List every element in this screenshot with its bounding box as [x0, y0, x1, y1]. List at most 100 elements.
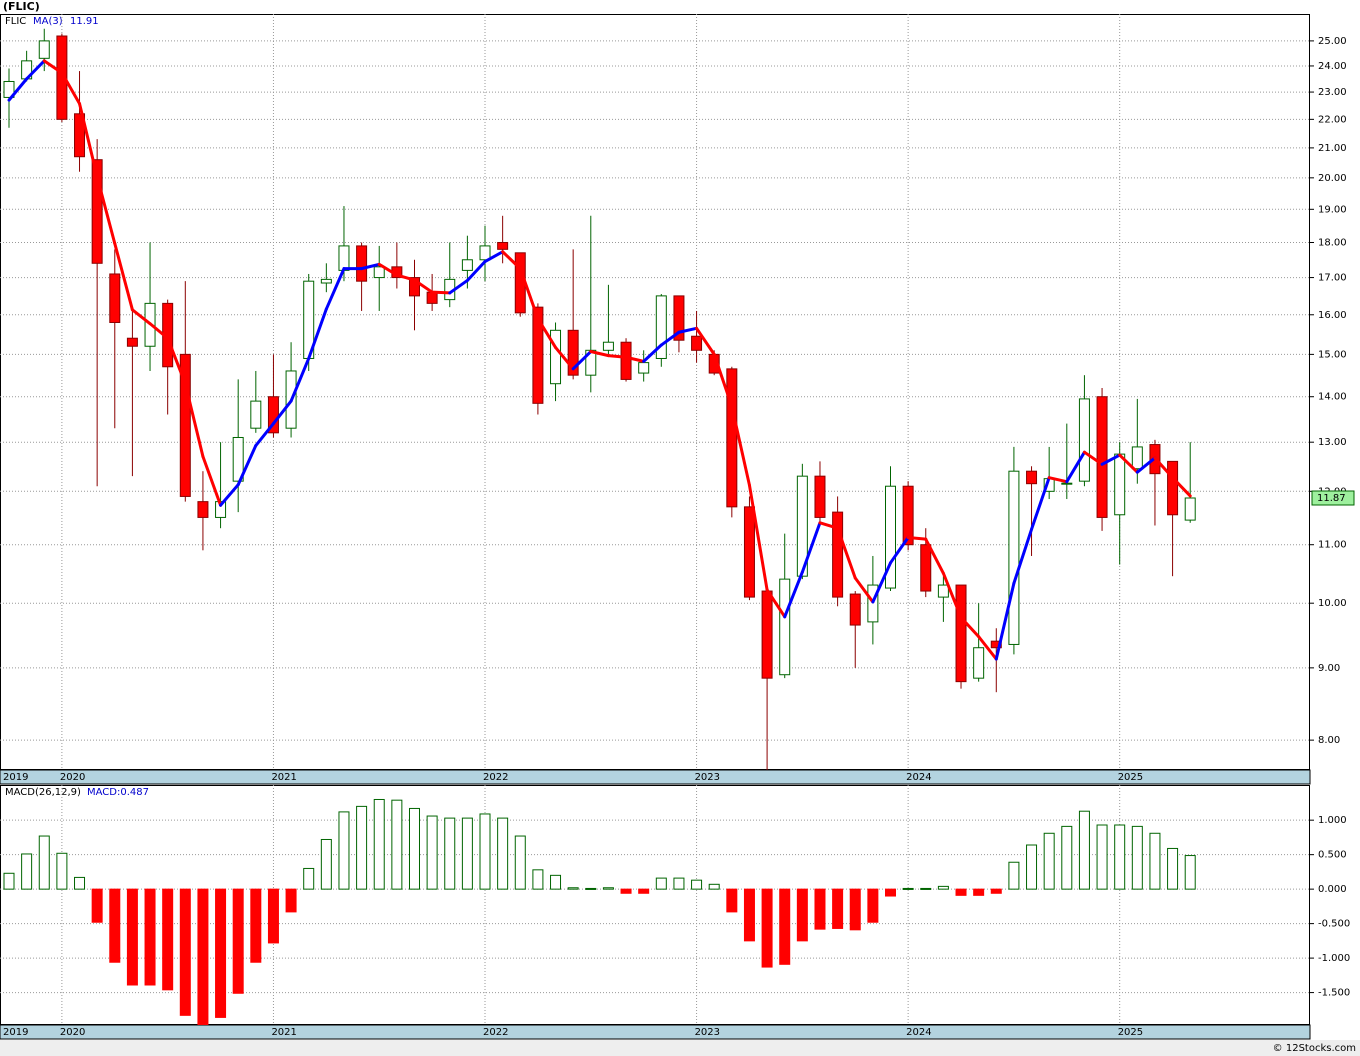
ma-segment [1082, 450, 1104, 466]
x-tick-label: 2019 [3, 772, 28, 783]
macd-bar [444, 817, 456, 890]
x-tick-label: 2019 [3, 1027, 28, 1038]
last-price-label: 11.87 [1317, 493, 1346, 504]
ma-segment [42, 59, 64, 75]
ma-segment [747, 483, 769, 592]
x-tick-label: 2025 [1118, 772, 1143, 783]
candle-body [743, 506, 755, 598]
ma-segment [624, 355, 646, 363]
macd-bar [21, 853, 33, 890]
macd-bar [267, 888, 279, 944]
macd-bar [937, 885, 949, 890]
ma-segment [518, 267, 540, 321]
macd-bar [514, 835, 526, 890]
candle-body [408, 277, 420, 297]
macd-bar [356, 805, 368, 890]
candle-body [1167, 460, 1179, 516]
candle-body [920, 544, 932, 592]
ma-segment [959, 615, 981, 639]
macd-bar [1096, 824, 1108, 890]
y-tick-label: 1.000 [1318, 815, 1347, 826]
ma-segment [783, 570, 804, 619]
ma-segment [977, 635, 998, 661]
ma-segment [606, 354, 628, 359]
macd-bar [1114, 824, 1126, 890]
candle-body [3, 80, 15, 98]
y-tick-label: 14.00 [1318, 392, 1347, 403]
macd-bar [391, 799, 403, 890]
y-tick-label: 25.00 [1318, 36, 1347, 47]
macd-bar [691, 879, 703, 890]
candle-body [197, 501, 209, 518]
candle-body [126, 337, 138, 347]
macd-bar [1008, 861, 1020, 890]
macd-bar [990, 888, 1002, 894]
y-tick-label: 16.00 [1318, 310, 1347, 321]
ma-segment [677, 326, 699, 334]
candle-body [779, 578, 791, 676]
ma-segment [25, 59, 46, 81]
candle-body [1184, 497, 1196, 521]
macd-plot [0, 785, 1310, 1025]
candle-body [814, 475, 826, 518]
macd-bar [532, 869, 544, 890]
ma-segment [800, 521, 822, 574]
ma-segment [307, 307, 328, 360]
ma-segment [148, 322, 170, 340]
chart-title: (FLIC) [3, 0, 40, 13]
macd-bar [162, 888, 174, 991]
ma-segment [853, 576, 875, 604]
y-tick-label: 0.000 [1318, 884, 1347, 895]
ma-segment [166, 336, 187, 386]
y-tick-label: -1.000 [1318, 953, 1350, 964]
macd-bar [832, 888, 844, 929]
candle-body [38, 40, 50, 59]
ma-segment [395, 273, 416, 282]
ma-segment [536, 317, 558, 349]
macd-bar [814, 888, 826, 930]
ma-segment [994, 581, 1016, 661]
ma-segment [448, 278, 469, 295]
macd-bar [56, 852, 68, 890]
footer: © 12Stocks.com [1273, 1043, 1356, 1054]
ma-segment [219, 483, 240, 507]
macd-bar [1078, 810, 1090, 890]
macd-bar [426, 815, 438, 890]
y-tick-label: 10.00 [1318, 598, 1347, 609]
x-tick-label: 2020 [60, 772, 85, 783]
legend-ma-value: 11.91 [70, 16, 99, 27]
macd-bar [1061, 825, 1073, 890]
x-tick-label: 2024 [906, 772, 931, 783]
ma-segment [465, 260, 487, 282]
legend-ma: MA(3) [33, 16, 63, 27]
x-tick-label: 2025 [1118, 1027, 1143, 1038]
macd-bar [955, 888, 967, 896]
macd-bar [655, 877, 667, 890]
ma-segment [1171, 476, 1192, 498]
macd-bar [461, 817, 473, 890]
ma-segment [1012, 527, 1034, 585]
candle-body [796, 475, 808, 577]
macd-bar [550, 874, 562, 890]
macd-bar [726, 888, 738, 913]
candle-body [56, 35, 68, 120]
macd-bar [144, 888, 156, 986]
macd-bar [179, 888, 191, 1016]
candle-body [109, 273, 121, 323]
ma-segment [554, 345, 575, 371]
candle-body [479, 245, 491, 261]
candle-body [91, 159, 103, 264]
candle-body [267, 396, 279, 434]
macd-bar [1026, 844, 1038, 890]
ma-segment [95, 175, 117, 246]
candle-body [250, 400, 262, 429]
legend-symbol: FLIC [5, 16, 26, 27]
macd-bar [91, 888, 103, 923]
candle-body [885, 485, 896, 589]
x-tick-label: 2021 [271, 1027, 296, 1038]
candle-body [832, 511, 844, 598]
candle-body [461, 259, 473, 271]
candle-body [849, 593, 861, 626]
macd-bar [867, 888, 879, 923]
